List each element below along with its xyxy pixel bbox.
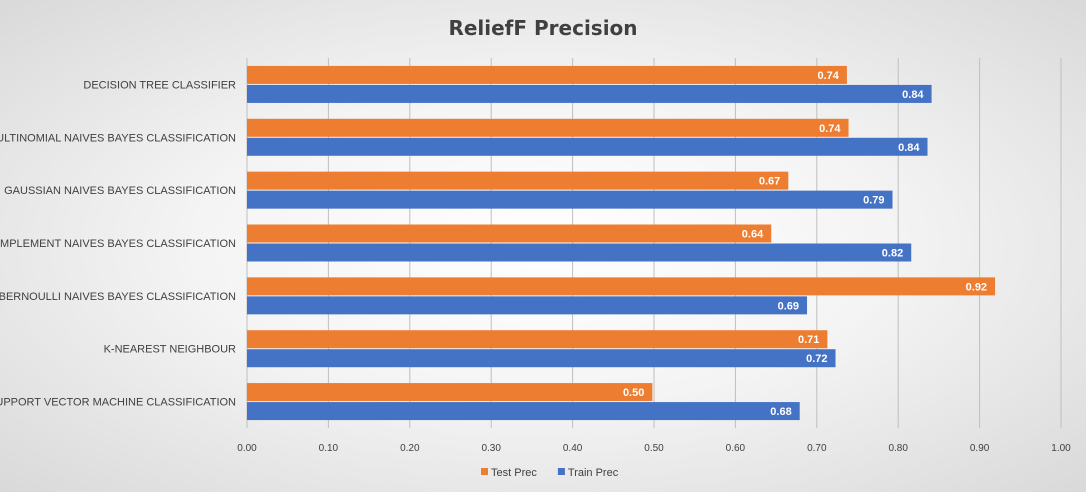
legend-label: Train Prec <box>568 467 619 479</box>
data-label: 0.82 <box>882 248 903 260</box>
data-label: 0.79 <box>863 195 884 207</box>
x-tick-label: 0.20 <box>400 443 420 454</box>
data-label: 0.84 <box>898 142 920 154</box>
bars: 0.74 0.84 0.74 0.84 0.67 0.79 0.64 0.82 0.92 0.69… <box>247 65 996 421</box>
data-label: 0.69 <box>778 300 799 312</box>
bar-test-prec <box>247 118 849 137</box>
category-label: K-NEAREST NEIGHBOUR <box>104 344 236 356</box>
data-label: 0.68 <box>770 406 791 418</box>
bar-train-prec <box>247 137 928 156</box>
bar-test-prec <box>247 383 653 402</box>
legend-swatch <box>481 468 488 475</box>
x-tick-label: 0.40 <box>563 443 583 454</box>
x-axis-ticks: 0.00 0.10 0.20 0.30 0.40 0.50 0.60 0.70 0.80 0.90… <box>237 443 1071 454</box>
x-tick-label: 0.30 <box>481 443 501 454</box>
bar-test-prec <box>247 224 772 243</box>
bar-train-prec <box>247 349 836 368</box>
legend-label: Test Prec <box>491 467 537 479</box>
bar-train-prec <box>247 296 808 315</box>
legend: Test Prec Train Prec <box>481 467 619 479</box>
gridlines <box>246 58 1062 428</box>
data-label: 0.64 <box>742 229 764 241</box>
data-label: 0.92 <box>966 281 987 293</box>
x-tick-label: 0.60 <box>726 443 746 454</box>
bar-train-prec <box>247 402 800 421</box>
x-tick-label: 0.80 <box>888 443 908 454</box>
x-tick-label: 0.10 <box>319 443 339 454</box>
x-tick-label: 0.00 <box>237 443 257 454</box>
category-label: SUPPORT VECTOR MACHINE CLASSIFICATION <box>0 397 236 409</box>
category-label: COMPLEMENT NAIVES BAYES CLASSIFICATION <box>0 238 236 250</box>
bar-test-prec <box>247 65 847 84</box>
legend-swatch <box>557 468 565 475</box>
data-label: 0.84 <box>902 89 924 101</box>
bar-train-prec <box>247 243 912 262</box>
category-label: DECISION TREE CLASSIFIER <box>83 79 236 91</box>
x-tick-label: 0.90 <box>970 443 990 454</box>
category-label: BERNOULLI NAIVES BAYES CLASSIFICATION <box>0 291 236 303</box>
category-label: MULTINOMIAL NAIVES BAYES CLASSIFICATION <box>0 132 236 144</box>
chart-title: ReliefF Precision <box>448 16 637 40</box>
bar-test-prec <box>247 277 996 296</box>
data-label: 0.74 <box>819 123 841 135</box>
bar-test-prec <box>247 330 828 349</box>
x-tick-label: 0.70 <box>807 443 827 454</box>
x-tick-label: 1.00 <box>1051 443 1071 454</box>
data-label: 0.72 <box>806 353 827 365</box>
category-labels: DECISION TREE CLASSIFIER MULTINOMIAL NAIV… <box>0 79 236 408</box>
category-label: GAUSSIAN NAIVES BAYES CLASSIFICATION <box>4 185 236 197</box>
data-label: 0.50 <box>623 387 644 399</box>
x-tick-label: 0.50 <box>644 443 664 454</box>
data-label: 0.71 <box>798 334 819 346</box>
data-label: 0.67 <box>759 176 780 188</box>
bar-test-prec <box>247 171 789 190</box>
bar-train-prec <box>247 84 932 103</box>
bar-train-prec <box>247 190 893 209</box>
data-label: 0.74 <box>817 70 839 82</box>
